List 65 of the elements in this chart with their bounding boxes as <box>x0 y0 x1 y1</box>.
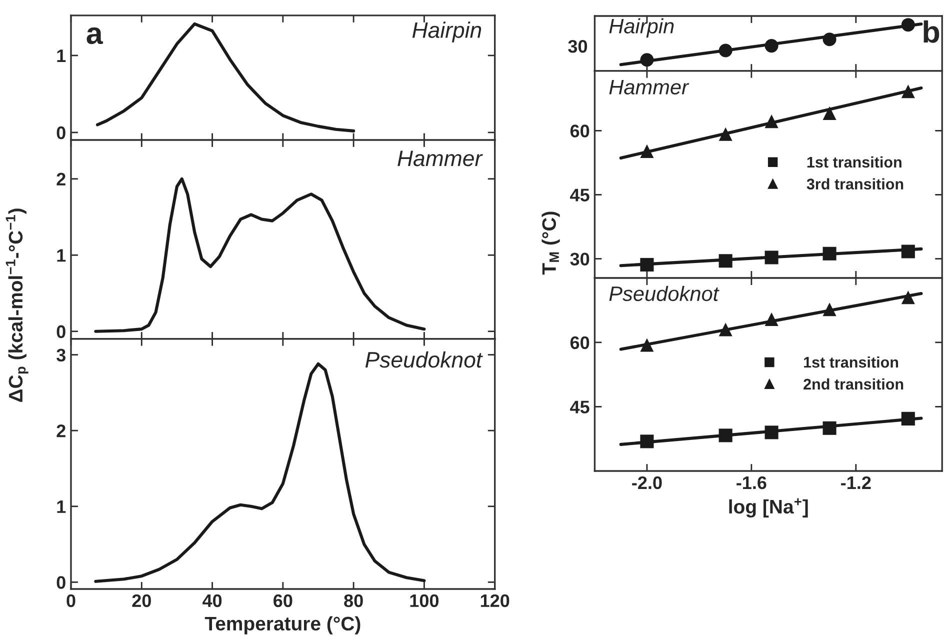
annotation: a <box>86 27 104 44</box>
x-tick-label: 120 <box>480 594 510 608</box>
chart-title: Pseudoknot <box>609 286 720 302</box>
x-tick-label: 100 <box>410 594 439 608</box>
point <box>764 312 778 326</box>
annotation: b <box>924 20 940 43</box>
point <box>640 434 654 448</box>
y-tick-label: 60 <box>570 336 590 350</box>
x-tick-label: 60 <box>274 594 292 608</box>
point <box>640 144 654 158</box>
x-tick-label: 20 <box>132 594 151 608</box>
y-tick-label: 1 <box>57 500 66 513</box>
x-axis-title: Temperature (°C) <box>204 616 360 634</box>
point <box>822 106 836 120</box>
point <box>901 290 915 304</box>
y-axis-title: ΔC$_{p}$ (kcal-mol$^{−1}$-°C$^{−1}$) <box>6 208 28 402</box>
legend-label: 1st transition <box>804 356 898 368</box>
y-tick-label: 60 <box>570 124 590 138</box>
x-tick-label: -1.2 <box>841 476 871 489</box>
y-tick-label: 0 <box>56 325 66 338</box>
x-tick-label: 40 <box>202 594 222 608</box>
point <box>718 428 732 442</box>
y-tick-label: 2 <box>56 424 66 438</box>
point <box>822 32 836 46</box>
point <box>822 302 836 316</box>
point <box>764 39 778 53</box>
point <box>718 254 732 268</box>
y-tick-label: 45 <box>570 400 590 414</box>
x-tick-label: -2.0 <box>632 476 662 490</box>
point <box>640 53 654 67</box>
y-tick-label: 1 <box>57 50 66 62</box>
point <box>901 84 915 98</box>
y-tick-label: 45 <box>570 188 590 202</box>
point <box>640 338 654 352</box>
legend-label: 1st transition <box>807 156 902 168</box>
y-tick-label: 3 <box>56 348 66 362</box>
point <box>640 258 654 272</box>
x-tick-label: 80 <box>344 594 363 608</box>
chart-title: Hairpin <box>609 18 674 38</box>
point <box>718 322 732 336</box>
point <box>718 127 732 141</box>
legend-label: 3rd transition <box>806 178 904 190</box>
point <box>822 246 836 260</box>
chart-title: Hammer <box>398 150 483 166</box>
point <box>718 44 732 58</box>
point <box>822 421 836 435</box>
point <box>901 244 915 258</box>
x-tick-label: 0 <box>66 594 76 608</box>
point <box>764 426 778 440</box>
legend-label: 2nd transition <box>804 378 904 390</box>
y-tick-label: 30 <box>570 252 590 266</box>
point <box>901 412 915 426</box>
point <box>901 18 915 32</box>
y-tick-label: 2 <box>56 172 66 186</box>
y-axis-title: T$_{M}$ (°C) <box>542 212 560 275</box>
x-tick-label: -1.6 <box>736 476 766 490</box>
x-axis-title: log [Na$^{+}$] <box>729 498 808 518</box>
point <box>764 114 778 128</box>
point <box>764 250 778 264</box>
y-tick-label: 0 <box>56 126 66 140</box>
chart-title: Pseudoknot <box>365 351 483 368</box>
y-tick-label: 0 <box>56 576 66 589</box>
chart-title: Hammer <box>609 80 690 95</box>
chart-title: Hairpin <box>412 22 482 42</box>
y-tick-label: 1 <box>57 249 66 262</box>
